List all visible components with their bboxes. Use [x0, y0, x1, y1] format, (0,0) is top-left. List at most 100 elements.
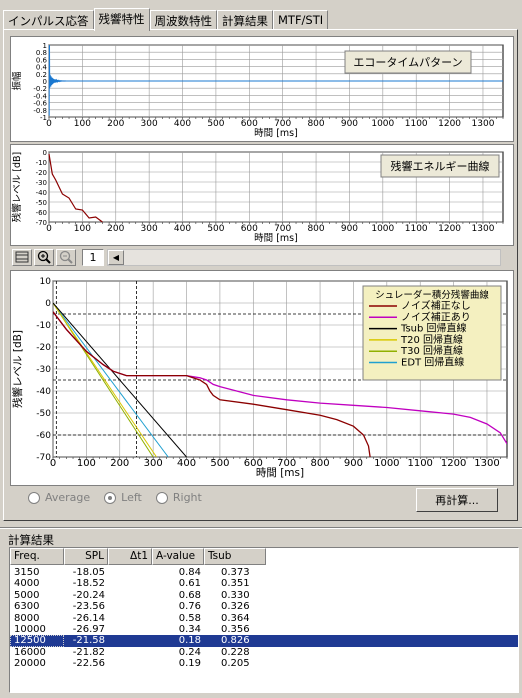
results-list[interactable]: Freq. SPL Δt1 A-value Tsub 3150 -18.05 0.8…	[9, 547, 519, 693]
table-cell: 0.76	[178, 601, 201, 613]
table-row[interactable]: 6300 -23.56 0.76 0.326	[10, 601, 518, 612]
fit-view-button[interactable]	[12, 248, 32, 266]
y-tick-label: -40	[36, 387, 51, 397]
table-cell: 0.19	[178, 658, 201, 670]
zoom-out-icon	[59, 250, 73, 264]
table-cell: 16000	[14, 646, 46, 658]
chart-title-box: 残響エネルギー曲線	[380, 154, 500, 178]
table-cell: 4000	[14, 578, 40, 590]
x-tick-label: 1100	[405, 119, 428, 129]
radio-right-dot[interactable]	[155, 491, 168, 504]
radio-average-dot[interactable]	[28, 491, 40, 504]
tab-mtf-sti[interactable]: MTF/STI	[273, 10, 329, 30]
x-tick-label: 600	[244, 458, 263, 469]
x-tick-label: 0	[46, 119, 52, 129]
chart-title: 残響エネルギー曲線	[391, 159, 490, 173]
y-tick-label: -60	[36, 431, 51, 441]
table-row[interactable]: 12500 -21.58 0.18 0.826	[10, 635, 518, 647]
header-spl[interactable]: SPL	[64, 548, 108, 565]
header-a-value[interactable]: A-value	[152, 548, 204, 565]
x-tick-label: 1200	[438, 119, 461, 129]
x-tick-label: 400	[174, 224, 191, 234]
table-row[interactable]: 8000 -26.14 0.58 0.364	[10, 613, 518, 624]
table-cell: 0.228	[221, 646, 250, 658]
header-tsub[interactable]: Tsub	[204, 548, 266, 565]
table-row[interactable]: 4000 -18.52 0.61 0.351	[10, 578, 518, 589]
tab-impulse-response[interactable]: インパルス応答	[3, 10, 94, 30]
x-tick-label: 1300	[474, 458, 499, 469]
y-tick-label: -40	[36, 189, 47, 197]
table-cell: 10000	[14, 623, 46, 635]
zoom-in-button[interactable]	[34, 248, 54, 266]
x-tick-label: 100	[77, 458, 96, 469]
table-row[interactable]: 5000 -20.24 0.68 0.330	[10, 590, 518, 601]
x-tick-label: 1200	[438, 224, 461, 234]
y-tick-label: -10	[36, 159, 47, 167]
y-tick-label: -50	[36, 199, 47, 207]
y-tick-label: 0.2	[36, 71, 47, 79]
table-cell: 5000	[14, 589, 40, 601]
series-line	[53, 311, 371, 457]
table-cell: 8000	[14, 612, 40, 624]
header-dt1[interactable]: Δt1	[108, 548, 152, 565]
divider	[0, 527, 522, 529]
tab-panel	[3, 29, 518, 521]
table-cell: 0.68	[178, 589, 201, 601]
tab-reverberation[interactable]: 残響特性	[93, 8, 150, 31]
table-cell	[108, 647, 152, 658]
x-tick-label: 300	[141, 119, 158, 129]
table-cell: 0.61	[178, 578, 201, 590]
tab-calc-results[interactable]: 計算結果	[217, 10, 273, 30]
series-line	[53, 302, 157, 457]
x-tick-label: 1000	[374, 458, 399, 469]
table-cell: -21.82	[72, 646, 105, 658]
table-cell: 0.18	[178, 635, 201, 647]
table-cell: 6300	[14, 601, 40, 613]
y-tick-label: 0.4	[36, 64, 48, 72]
table-cell: 0.373	[221, 567, 250, 578]
table-cell: 0.34	[178, 623, 201, 635]
y-tick-label: 0	[43, 78, 47, 86]
radio-left[interactable]: Left	[104, 491, 142, 504]
table-cell: 0.84	[178, 567, 201, 578]
x-tick-label: 1300	[472, 119, 495, 129]
x-tick-label: 400	[177, 458, 196, 469]
table-cell: -18.05	[72, 567, 105, 578]
x-tick-label: 1000	[371, 224, 394, 234]
tab-frequency-response[interactable]: 周波数特性	[149, 10, 217, 30]
y-tick-label: 10	[40, 277, 52, 287]
y-tick-label: -0.4	[33, 92, 47, 100]
zoom-out-button[interactable]	[56, 248, 76, 266]
x-tick-label: 100	[74, 119, 91, 129]
radio-average[interactable]: Average	[28, 491, 90, 504]
results-rows: 3150 -18.05 0.84 0.373 4000 -18.52 0.61 0.351 50…	[10, 567, 518, 670]
table-row[interactable]: 16000 -21.82 0.24 0.228	[10, 647, 518, 658]
x-tick-label: 700	[274, 224, 291, 234]
fit-view-icon	[15, 251, 29, 263]
legend-label: ノイズ補正なし	[401, 299, 471, 312]
table-row[interactable]: 3150 -18.05 0.84 0.373	[10, 567, 518, 578]
y-tick-label: -1	[40, 114, 47, 122]
table-cell: -26.97	[72, 623, 105, 635]
table-row[interactable]: 10000 -26.97 0.34 0.356	[10, 624, 518, 635]
table-row[interactable]: 20000 -22.56 0.19 0.205	[10, 658, 518, 669]
table-cell: 12500	[10, 635, 64, 647]
y-tick-label: 1	[43, 42, 47, 50]
radio-right[interactable]: Right	[155, 491, 202, 504]
recalculate-button[interactable]: 再計算...	[416, 488, 498, 512]
x-axis-label: 時間 [ms]	[254, 128, 298, 139]
horizontal-scrollbar[interactable]: ◀	[107, 248, 501, 266]
radio-left-dot[interactable]	[104, 491, 117, 504]
table-cell: -23.56	[72, 601, 105, 613]
x-tick-label: 500	[210, 458, 229, 469]
x-tick-label: 200	[107, 119, 124, 129]
chart-toolbar: 1 ◀	[12, 248, 501, 266]
table-cell: -21.58	[72, 635, 105, 647]
scroll-left-icon[interactable]: ◀	[108, 249, 124, 265]
y-tick-label: -30	[36, 365, 51, 375]
header-freq[interactable]: Freq.	[10, 548, 64, 565]
page-number-field[interactable]: 1	[82, 248, 104, 266]
table-cell	[108, 567, 152, 578]
y-tick-label: -20	[36, 343, 51, 353]
